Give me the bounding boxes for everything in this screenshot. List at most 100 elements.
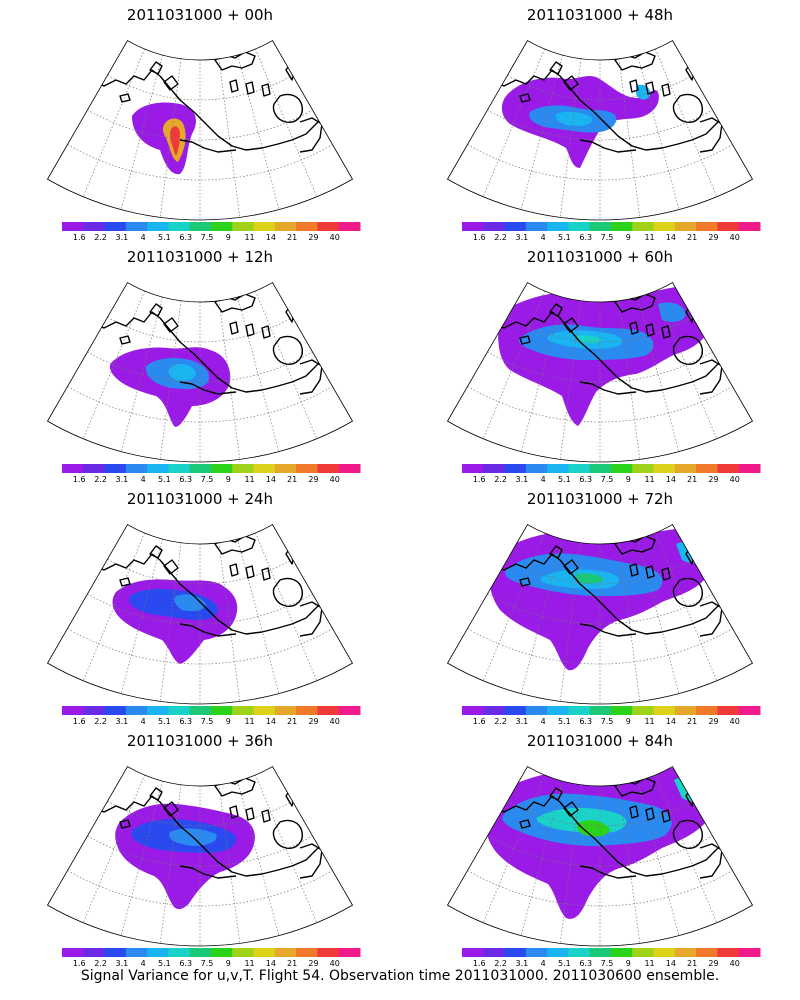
coastline — [549, 303, 563, 317]
coastline — [424, 376, 434, 384]
colorbar-label: 6.3 — [179, 233, 192, 242]
longitude-line — [482, 774, 545, 923]
variance-map: 1.6 2.2 3.1 4 5.1 6.3 7.5 9 11 14 21 29 40 — [424, 766, 761, 968]
coastline — [229, 563, 239, 577]
coastline — [179, 865, 237, 879]
latitude-line — [127, 282, 273, 303]
coastline — [672, 335, 703, 365]
latitude-line — [507, 316, 693, 343]
coastline — [699, 117, 723, 153]
colorbar-label: 9 — [226, 233, 231, 242]
longitude-line — [559, 542, 582, 702]
colorbar-swatch — [338, 222, 361, 231]
colorbar-swatch — [125, 222, 148, 231]
colorbar-label: 40 — [330, 959, 340, 968]
colorbar-label: 29 — [708, 475, 718, 484]
colorbar-label: 40 — [730, 233, 740, 242]
coastline — [245, 565, 255, 579]
latitude-line — [487, 835, 713, 867]
coastline — [24, 618, 34, 626]
coastline — [261, 567, 271, 581]
variance-contour — [555, 111, 593, 126]
coastline — [299, 843, 323, 879]
map-panel: 2011031000 + 48h 1.6 2.2 3.1 4 5.1 6.3 7.5 9 11 14… — [400, 0, 800, 245]
colorbar-swatch — [738, 948, 761, 957]
colorbar-label: 7.5 — [601, 233, 614, 242]
coastline — [614, 51, 656, 71]
colorbar-swatch — [104, 948, 127, 957]
coastline — [272, 577, 303, 607]
colorbar-label: 9 — [226, 475, 231, 484]
colorbar-label: 1.6 — [473, 959, 486, 968]
coastline — [214, 777, 256, 797]
colorbar-swatch — [504, 706, 527, 715]
variance-contour — [686, 780, 706, 795]
latitude-line — [107, 800, 293, 827]
colorbar-swatch — [317, 948, 340, 957]
longitude-line — [618, 300, 641, 460]
longitude-line — [218, 784, 241, 944]
colorbar-swatch — [104, 706, 127, 715]
variance-contour — [170, 126, 180, 156]
colorbar-swatch — [125, 706, 148, 715]
colorbar-swatch — [125, 464, 148, 473]
colorbar-swatch — [147, 948, 169, 957]
latitude-line — [87, 593, 313, 625]
variance-map: 1.6 2.2 3.1 4 5.1 6.3 7.5 9 11 14 21 29 40 — [24, 524, 361, 726]
coastline — [719, 827, 747, 845]
colorbar-swatch — [738, 222, 761, 231]
latitude-line — [47, 662, 353, 704]
colorbar-label: 14 — [666, 717, 676, 726]
coastline — [424, 618, 434, 626]
coastline — [214, 51, 256, 71]
latitude-line — [47, 904, 353, 946]
colorbar-swatch — [83, 464, 106, 473]
longitude-line — [655, 48, 718, 197]
longitude-line — [520, 296, 563, 452]
colorbar-label: 3.1 — [115, 475, 128, 484]
colorbar-swatch — [568, 464, 591, 473]
colorbar-swatch — [232, 464, 255, 473]
latitude-line — [447, 420, 753, 462]
colorbar-label: 1.6 — [473, 717, 486, 726]
colorbar-label: 5.1 — [558, 233, 571, 242]
map-border — [46, 282, 354, 463]
colorbar-label: 6.3 — [179, 959, 192, 968]
latitude-line — [47, 178, 353, 220]
colorbar-label: 3.1 — [115, 717, 128, 726]
colorbar-label: 40 — [730, 475, 740, 484]
colorbar-label: 4 — [141, 959, 146, 968]
colorbar-swatch — [147, 706, 169, 715]
colorbar-label: 6.3 — [179, 717, 192, 726]
colorbar-label: 21 — [687, 233, 697, 242]
coastline — [214, 535, 256, 555]
colorbar-label: 9 — [626, 233, 631, 242]
latitude-line — [107, 74, 293, 101]
map-panel: 2011031000 + 00h 1.6 2.2 3.1 4 5.1 6.3 7.5 9 11 14… — [0, 0, 400, 245]
coastline — [424, 860, 434, 868]
latitude-line — [507, 558, 693, 585]
panel-title: 2011031000 + 36h — [126, 732, 274, 750]
colorbar-label: 4 — [541, 959, 546, 968]
map-border — [446, 766, 754, 947]
colorbar-label: 5.1 — [158, 233, 171, 242]
colorbar-swatch — [232, 948, 255, 957]
coastline — [519, 93, 531, 103]
coastline — [719, 585, 747, 603]
longitude-line — [559, 58, 582, 218]
colorbar-label: 2.2 — [494, 959, 507, 968]
colorbar-swatch — [83, 706, 106, 715]
colorbar-label: 2.2 — [494, 475, 507, 484]
colorbar-swatch — [717, 706, 740, 715]
colorbar-swatch — [589, 706, 612, 715]
colorbar-label: 14 — [266, 959, 276, 968]
coastline — [629, 563, 639, 577]
variance-contour — [576, 573, 604, 584]
colorbar-label: 11 — [644, 717, 654, 726]
latitude-line — [527, 40, 673, 61]
colorbar-swatch — [525, 948, 548, 957]
colorbar-swatch — [632, 222, 655, 231]
colorbar-swatch — [738, 706, 761, 715]
colorbar-swatch — [62, 464, 84, 473]
panel-title: 2011031000 + 60h — [526, 248, 674, 266]
